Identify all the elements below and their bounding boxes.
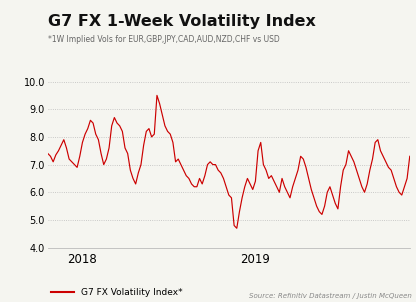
Text: Source: Refinitiv Datastream / Justin McQueen: Source: Refinitiv Datastream / Justin Mc…: [249, 293, 412, 299]
Text: G7 FX 1-Week Volatility Index: G7 FX 1-Week Volatility Index: [48, 14, 316, 29]
Text: *1W Implied Vols for EUR,GBP,JPY,CAD,AUD,NZD,CHF vs USD: *1W Implied Vols for EUR,GBP,JPY,CAD,AUD…: [48, 35, 280, 44]
Legend: G7 FX Volatility Index*: G7 FX Volatility Index*: [48, 284, 186, 300]
